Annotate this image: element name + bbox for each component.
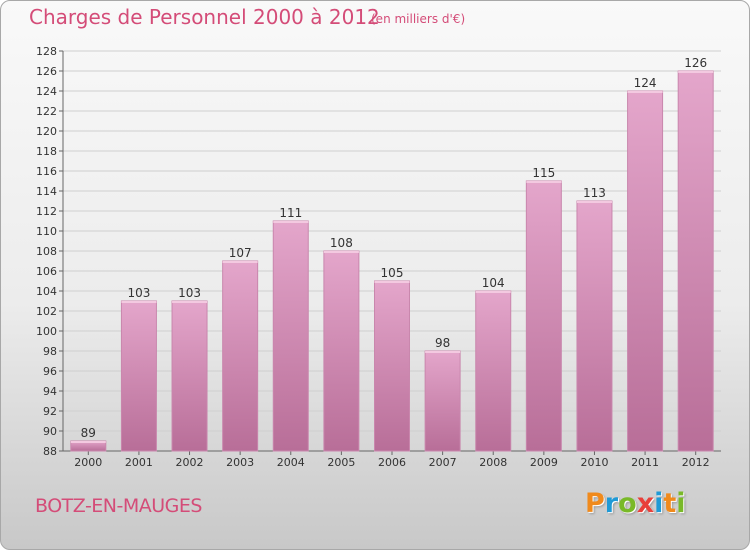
- y-tick-label: 92: [43, 405, 57, 418]
- y-tick-label: 102: [36, 305, 57, 318]
- chart-title: Charges de Personnel 2000 à 2012: [29, 5, 380, 29]
- x-tick-label: 2011: [631, 456, 659, 469]
- data-label: 105: [381, 266, 404, 280]
- y-tick-label: 110: [36, 225, 57, 238]
- data-label: 104: [482, 276, 505, 290]
- y-tick-label: 120: [36, 125, 57, 138]
- y-tick-label: 118: [36, 145, 57, 158]
- y-tick-label: 108: [36, 245, 57, 258]
- chart-subtitle: (en milliers d'€): [371, 12, 466, 26]
- bar-highlight: [222, 261, 258, 263]
- bar-highlight: [273, 221, 309, 223]
- data-label: 113: [583, 186, 606, 200]
- x-tick-label: 2008: [479, 456, 507, 469]
- bar: [120, 300, 157, 452]
- data-label: 89: [81, 426, 96, 440]
- y-tick-label: 88: [43, 445, 57, 458]
- bar-highlight: [475, 291, 511, 293]
- logo-letter: r: [604, 488, 619, 519]
- logo-letter: P: [585, 488, 605, 519]
- logo-letter: o: [618, 488, 637, 519]
- bar: [222, 260, 259, 452]
- data-label: 126: [684, 56, 707, 70]
- x-tick-label: 2003: [226, 456, 254, 469]
- bar-highlight: [526, 181, 562, 183]
- y-tick-label: 126: [36, 65, 57, 78]
- x-tick-label: 2004: [277, 456, 305, 469]
- bar-highlight: [425, 351, 461, 353]
- commune-name: BOTZ-EN-MAUGES: [35, 495, 202, 517]
- x-tick-label: 2006: [378, 456, 406, 469]
- y-tick-label: 106: [36, 265, 57, 278]
- data-label: 103: [178, 286, 201, 300]
- bar: [525, 180, 562, 452]
- bar: [576, 200, 613, 452]
- data-label: 108: [330, 236, 353, 250]
- bar: [627, 90, 664, 452]
- y-tick-label: 112: [36, 205, 57, 218]
- logo-letter: x: [636, 488, 655, 519]
- y-tick-label: 128: [36, 45, 57, 58]
- x-tick-label: 2010: [580, 456, 608, 469]
- bar: [272, 220, 309, 452]
- bar-highlight: [121, 301, 157, 303]
- bar-highlight: [576, 201, 612, 203]
- y-tick-label: 100: [36, 325, 57, 338]
- y-tick-label: 96: [43, 365, 57, 378]
- data-label: 98: [435, 336, 450, 350]
- x-tick-label: 2002: [176, 456, 204, 469]
- bar: [677, 70, 714, 452]
- data-label: 124: [634, 76, 657, 90]
- data-label: 107: [229, 246, 252, 260]
- proxiti-logo: Proxiti: [585, 488, 686, 519]
- x-tick-label: 2012: [682, 456, 710, 469]
- y-tick-label: 116: [36, 165, 57, 178]
- y-tick-label: 104: [36, 285, 57, 298]
- y-tick-label: 124: [36, 85, 57, 98]
- data-label: 103: [127, 286, 150, 300]
- bar: [424, 350, 461, 452]
- data-label: 111: [279, 206, 302, 220]
- y-tick-label: 98: [43, 345, 57, 358]
- bar-highlight: [323, 251, 359, 253]
- logo-letter: i: [676, 488, 686, 519]
- bar-highlight: [172, 301, 208, 303]
- x-tick-label: 2000: [74, 456, 102, 469]
- bar-highlight: [70, 441, 106, 443]
- logo-letter: i: [654, 488, 664, 519]
- y-tick-label: 122: [36, 105, 57, 118]
- bar-highlight: [374, 281, 410, 283]
- bars: [70, 70, 714, 452]
- bar-highlight: [627, 91, 663, 93]
- bar: [171, 300, 208, 452]
- x-tick-label: 2001: [125, 456, 153, 469]
- bar: [323, 250, 360, 452]
- y-tick-label: 114: [36, 185, 57, 198]
- y-tick-label: 94: [43, 385, 57, 398]
- x-tick-label: 2005: [327, 456, 355, 469]
- bar-highlight: [678, 71, 714, 73]
- data-labels: 89 103 103 107 111 108 105 98 104 115 113 124 126: [81, 56, 707, 440]
- x-tick-label: 2009: [530, 456, 558, 469]
- logo-letter: t: [663, 488, 677, 519]
- bar: [475, 290, 512, 452]
- y-tick-label: 90: [43, 425, 57, 438]
- x-tick-label: 2007: [429, 456, 457, 469]
- data-label: 115: [532, 166, 555, 180]
- bar: [374, 280, 410, 452]
